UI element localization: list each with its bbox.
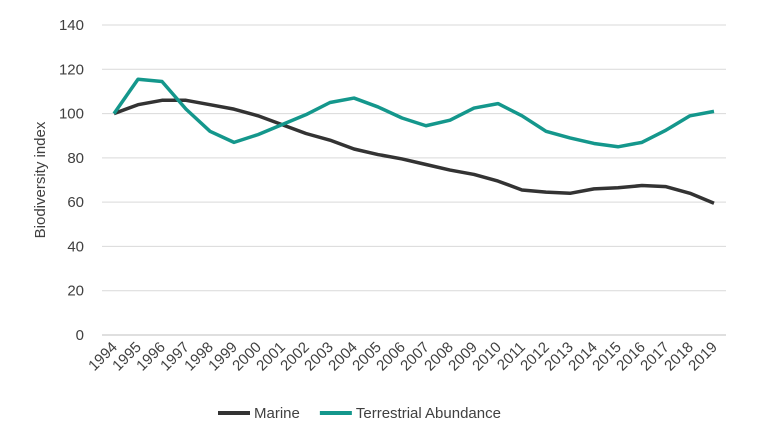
y-tick-label: 20 (67, 283, 84, 300)
legend-label: Terrestrial Abundance (356, 405, 501, 422)
y-tick-label: 80 (67, 150, 84, 167)
series-line (113, 98, 715, 205)
y-tick-label: 140 (59, 17, 84, 34)
legend-label: Marine (254, 405, 300, 422)
y-tick-label: 120 (59, 61, 84, 78)
y-tick-label: 60 (67, 194, 84, 211)
series-line (112, 77, 715, 149)
y-tick-label: 100 (59, 106, 84, 123)
y-tick-label: 40 (67, 238, 84, 255)
y-tick-label: 0 (76, 327, 84, 344)
y-axis-label: Biodiversity index (32, 121, 49, 238)
x-tick-label: 2019 (685, 339, 721, 375)
